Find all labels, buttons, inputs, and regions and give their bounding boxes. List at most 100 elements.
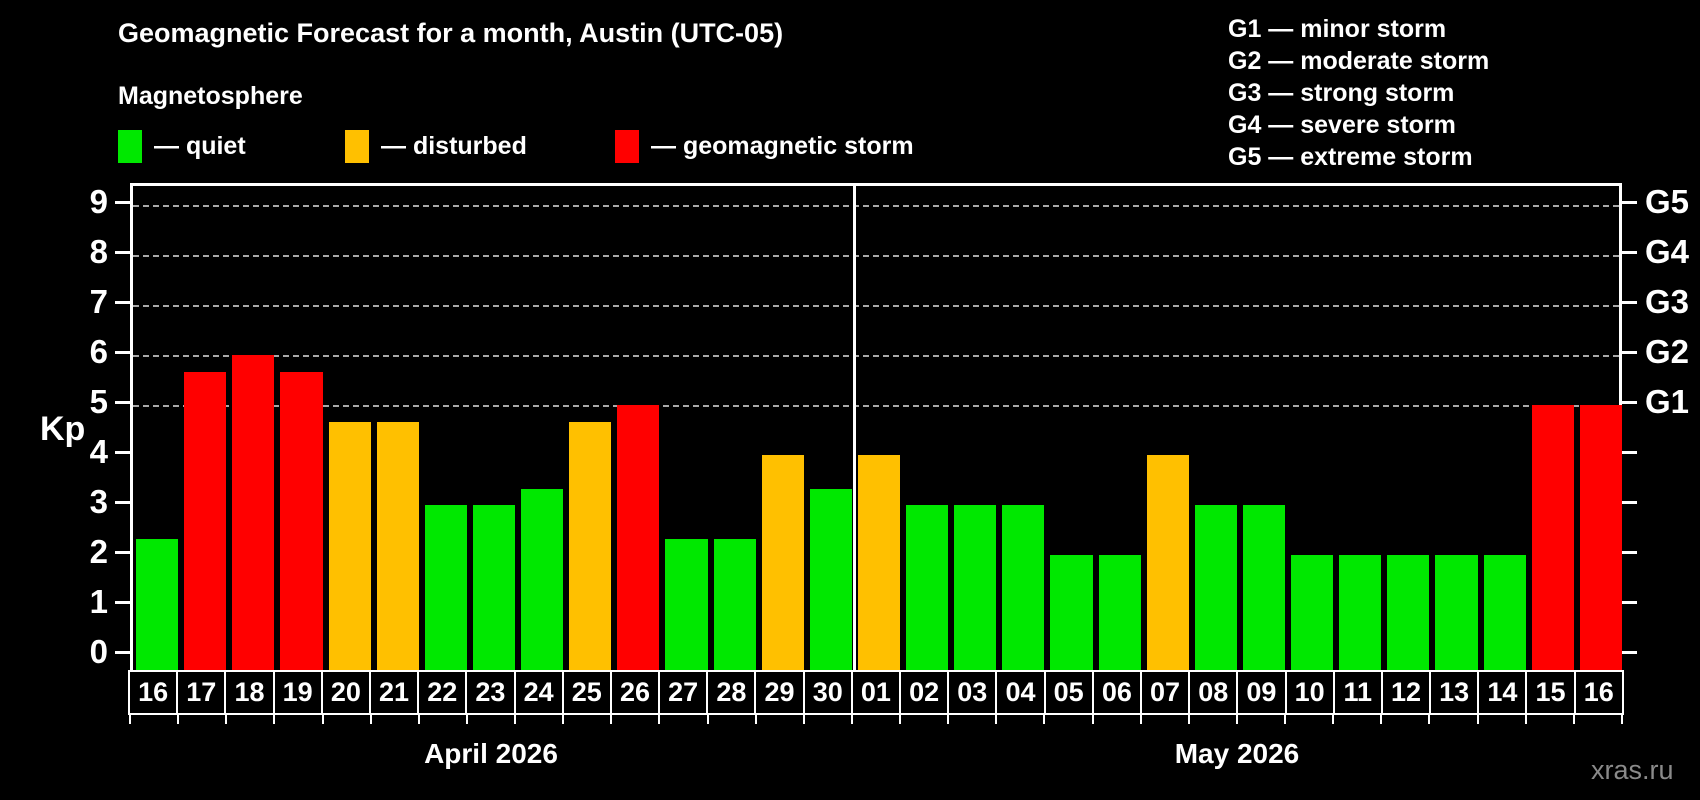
- bar-day-23: [472, 505, 516, 673]
- g-legend-line-1: G1 — minor storm: [1228, 15, 1447, 43]
- day-box-07: 07: [1141, 670, 1191, 715]
- y-axis-title: Kp: [40, 410, 86, 448]
- g-tick-3: [1622, 500, 1637, 504]
- y-tick-label-1: 1: [89, 583, 108, 620]
- bottom-tick-7: [465, 715, 468, 724]
- legend-title: Magnetosphere: [118, 82, 303, 110]
- day-box-02: 02: [901, 670, 950, 715]
- day-box-20: 20: [322, 670, 371, 715]
- month-label-april: April 2026: [424, 738, 558, 769]
- gridline-kp7: [133, 305, 1619, 307]
- day-box-13: 13: [1431, 670, 1480, 715]
- g-legend-line-3: G3 — strong storm: [1228, 79, 1455, 107]
- month-separator: [853, 186, 857, 673]
- g-tick-9: [1622, 200, 1637, 204]
- bottom-tick-13: [754, 715, 757, 724]
- bar-day-22: [424, 505, 467, 673]
- bar-day-06: [1098, 555, 1141, 673]
- day-box-25: 25: [563, 670, 612, 715]
- g-scale-legend: G1 — minor storm G2 — moderate storm G3 — …: [1228, 13, 1489, 173]
- day-box-14: 14: [1479, 670, 1528, 715]
- y-tick-6: [115, 350, 130, 354]
- y-tick-0: [115, 650, 130, 654]
- bottom-tick-9: [562, 715, 565, 724]
- gridline-kp5: [133, 405, 1619, 407]
- g-label-g3: G3: [1645, 283, 1690, 320]
- bar-day-28: [713, 538, 756, 673]
- day-box-28: 28: [708, 670, 757, 715]
- y-tick-2: [115, 550, 130, 554]
- gridline-kp9: [133, 205, 1619, 207]
- g-label-g5: G5: [1645, 183, 1690, 220]
- bar-day-25: [569, 421, 612, 673]
- g-tick-6: [1622, 350, 1637, 354]
- bottom-tick-14: [802, 715, 805, 724]
- bar-day-02: [906, 505, 949, 673]
- bar-day-12: [1387, 555, 1430, 673]
- y-tick-label-2: 2: [89, 533, 108, 570]
- bar-day-08: [1194, 505, 1237, 673]
- day-box-26: 26: [611, 670, 661, 715]
- day-box-27: 27: [660, 670, 709, 715]
- day-box-24: 24: [515, 670, 564, 715]
- bottom-tick-3: [273, 715, 276, 724]
- g-legend-line-4: G4 — severe storm: [1228, 111, 1456, 139]
- day-box-15: 15: [1527, 670, 1576, 715]
- bar-day-17: [184, 371, 227, 673]
- bar-day-13: [1435, 555, 1478, 673]
- bottom-tick-20: [1091, 715, 1094, 724]
- g-tick-5: [1622, 400, 1637, 404]
- bar-day-05: [1050, 555, 1093, 673]
- bar-day-21: [376, 421, 419, 673]
- legend-label-storm: — geomagnetic storm: [651, 132, 914, 160]
- bar-day-07: [1146, 455, 1189, 673]
- legend-label-quiet: — quiet: [154, 132, 246, 160]
- bottom-tick-24: [1284, 715, 1287, 724]
- day-box-17: 17: [178, 670, 227, 715]
- day-box-03: 03: [949, 670, 998, 715]
- g-tick-0: [1622, 650, 1637, 654]
- day-box-16: 16: [128, 670, 179, 715]
- g-label-g4: G4: [1645, 233, 1690, 270]
- bar-day-10: [1291, 555, 1334, 673]
- bottom-tick-29: [1524, 715, 1527, 724]
- day-box-16: 16: [1575, 670, 1624, 715]
- y-tick-3: [115, 500, 130, 504]
- bar-day-04: [1002, 505, 1045, 673]
- y-tick-label-4: 4: [89, 433, 108, 470]
- legend-label-disturbed: — disturbed: [381, 132, 527, 160]
- bottom-tick-8: [514, 715, 517, 724]
- legend-swatch-disturbed: [345, 130, 369, 163]
- bottom-tick-18: [995, 715, 998, 724]
- gridline-kp6: [133, 355, 1619, 357]
- g-legend-line-5: G5 — extreme storm: [1228, 143, 1473, 171]
- bottom-tick-21: [1139, 715, 1142, 724]
- bottom-tick-12: [706, 715, 709, 724]
- y-tick-label-7: 7: [89, 283, 108, 320]
- day-box-21: 21: [370, 670, 420, 715]
- day-box-05: 05: [1045, 670, 1094, 715]
- y-tick-4: [115, 450, 130, 454]
- bar-day-26: [617, 405, 660, 673]
- day-box-08: 08: [1190, 670, 1239, 715]
- watermark: xras.ru: [1591, 755, 1674, 785]
- bottom-tick-31: [1621, 715, 1623, 724]
- bar-day-14: [1483, 555, 1526, 673]
- bottom-tick-28: [1476, 715, 1479, 724]
- bottom-tick-23: [1235, 715, 1238, 724]
- y-tick-1: [115, 600, 130, 604]
- bar-day-01: [857, 455, 901, 673]
- day-box-12: 12: [1382, 670, 1432, 715]
- g-label-g1: G1: [1645, 383, 1690, 420]
- y-tick-label-8: 8: [89, 233, 108, 270]
- bottom-tick-30: [1572, 715, 1575, 724]
- page-title: Geomagnetic Forecast for a month, Austin…: [118, 18, 784, 48]
- bottom-tick-22: [1187, 715, 1190, 724]
- day-box-23: 23: [467, 670, 516, 715]
- g-tick-1: [1622, 600, 1637, 604]
- day-box-11: 11: [1334, 670, 1383, 715]
- day-box-22: 22: [419, 670, 468, 715]
- bottom-tick-15: [850, 715, 853, 724]
- bar-day-09: [1242, 505, 1286, 673]
- bottom-tick-10: [610, 715, 613, 724]
